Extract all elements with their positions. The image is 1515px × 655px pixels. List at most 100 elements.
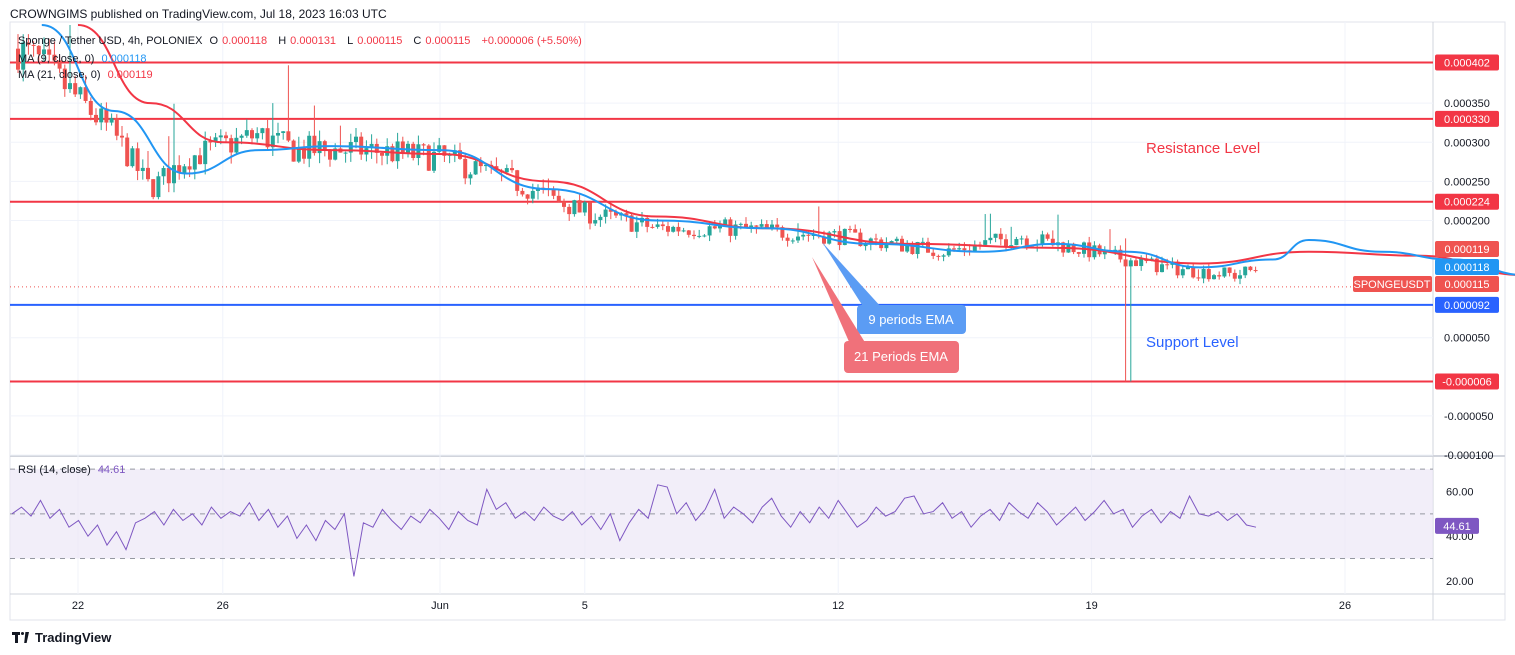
low-label: L bbox=[347, 35, 354, 47]
candle-down bbox=[837, 231, 842, 246]
candle-up bbox=[369, 143, 374, 149]
candle-up bbox=[863, 243, 868, 247]
close-label: C bbox=[413, 35, 422, 47]
candle-up bbox=[915, 242, 920, 254]
tradingview-logo[interactable]: TradingView bbox=[12, 630, 111, 645]
candle-up bbox=[437, 145, 442, 152]
candle-up bbox=[1139, 258, 1144, 267]
candle-down bbox=[764, 224, 769, 229]
symbol-tag-label: SPONGEUSDT bbox=[1353, 279, 1430, 291]
candle-up bbox=[738, 223, 743, 225]
candle-down bbox=[567, 206, 572, 215]
candle-down bbox=[645, 217, 650, 227]
candle-down bbox=[1165, 264, 1170, 266]
ma21-price-badge-label: 0.000119 bbox=[1444, 244, 1489, 256]
candle-down bbox=[858, 232, 863, 247]
candle-down bbox=[88, 100, 93, 115]
candle-up bbox=[161, 168, 166, 177]
candle-down bbox=[47, 49, 52, 55]
candle-down bbox=[510, 168, 514, 171]
candle-up bbox=[733, 224, 738, 236]
support-level-label: Support Level bbox=[1146, 334, 1239, 351]
candle-down bbox=[614, 211, 618, 216]
candle-down bbox=[853, 229, 858, 233]
candle-down bbox=[16, 48, 20, 70]
candle-up bbox=[988, 237, 993, 241]
tradingview-logo-text: TradingView bbox=[35, 630, 112, 645]
candle-down bbox=[1004, 239, 1008, 247]
resistance-price-label: 0.000224 bbox=[1444, 197, 1490, 209]
rsi-label: RSI (14, close) bbox=[18, 464, 91, 476]
candle-down bbox=[250, 130, 254, 139]
candle-up bbox=[260, 128, 265, 134]
candle-down bbox=[286, 131, 291, 141]
candle-down bbox=[780, 227, 785, 238]
candle-down bbox=[73, 83, 78, 95]
chart-frame bbox=[9, 21, 1506, 621]
ema21-callout-box bbox=[844, 341, 959, 373]
candle-down bbox=[551, 189, 556, 196]
candle-up bbox=[504, 168, 509, 173]
candle-down bbox=[291, 140, 296, 162]
candle-up bbox=[78, 87, 83, 95]
resistance-price-tag bbox=[1435, 373, 1499, 390]
candle-down bbox=[302, 147, 306, 159]
candle-down bbox=[400, 141, 405, 153]
ma9-label: MA (9, close, 0) bbox=[18, 53, 95, 65]
candle-up bbox=[1019, 238, 1024, 240]
candle-down bbox=[676, 226, 681, 232]
x-tick-label: 5 bbox=[582, 600, 588, 612]
ma21-value: 0.000119 bbox=[107, 69, 153, 81]
candle-down bbox=[114, 118, 119, 136]
candle-up bbox=[582, 202, 587, 213]
candle-down bbox=[1253, 270, 1258, 272]
candle-up bbox=[530, 190, 535, 199]
candle-down bbox=[998, 233, 1003, 240]
ma9-line bbox=[41, 24, 1515, 276]
rsi-tick-label: 60.00 bbox=[1446, 487, 1474, 499]
candle-up bbox=[354, 136, 358, 143]
candle-up bbox=[130, 148, 135, 167]
candle-down bbox=[166, 168, 171, 184]
candle-up bbox=[759, 224, 764, 227]
high-value: 0.000131 bbox=[290, 35, 337, 47]
candle-down bbox=[125, 137, 130, 167]
candle-down bbox=[1206, 269, 1211, 280]
candle-up bbox=[941, 255, 946, 257]
ohlc-high: H 0.000131 bbox=[278, 35, 340, 47]
ma9-legend: MA (9, close, 0) 0.000118 bbox=[18, 53, 151, 65]
candle-up bbox=[1201, 269, 1206, 279]
ohlc-open: O 0.000118 bbox=[210, 35, 272, 47]
candle-up bbox=[603, 209, 608, 217]
candle-up bbox=[1128, 260, 1133, 267]
candle-down bbox=[359, 136, 364, 155]
candle-up bbox=[884, 243, 889, 249]
ema9-callout-text: 9 periods EMA bbox=[868, 312, 954, 327]
candle-up bbox=[946, 248, 951, 256]
candle-up bbox=[811, 235, 816, 237]
axes: 2226Jun5121926Jul51017240.0003500.000300… bbox=[72, 54, 1499, 612]
ema21-callout-pointer bbox=[812, 257, 866, 344]
candles bbox=[16, 25, 1258, 382]
ma21-price-badge bbox=[1435, 241, 1499, 257]
resistance-price-label: 0.000402 bbox=[1444, 58, 1490, 70]
candle-down bbox=[1050, 238, 1055, 246]
candle-up bbox=[671, 226, 676, 232]
candle-down bbox=[744, 223, 748, 228]
rsi-tick-label: 40.00 bbox=[1446, 531, 1474, 543]
candle-down bbox=[1196, 277, 1201, 279]
candle-down bbox=[775, 224, 780, 228]
candle-up bbox=[468, 174, 473, 179]
candle-down bbox=[83, 87, 88, 101]
candle-down bbox=[848, 228, 852, 230]
candle-up bbox=[1186, 266, 1190, 270]
candle-up bbox=[276, 132, 280, 136]
x-tick-label: 26 bbox=[217, 600, 229, 612]
resistance-price-label: -0.000006 bbox=[1442, 377, 1492, 389]
moving-averages bbox=[41, 24, 1515, 276]
y-tick-label: 0.000200 bbox=[1444, 215, 1490, 227]
rsi-line bbox=[11, 484, 1257, 577]
candle-down bbox=[577, 200, 582, 213]
candle-down bbox=[1217, 275, 1222, 277]
